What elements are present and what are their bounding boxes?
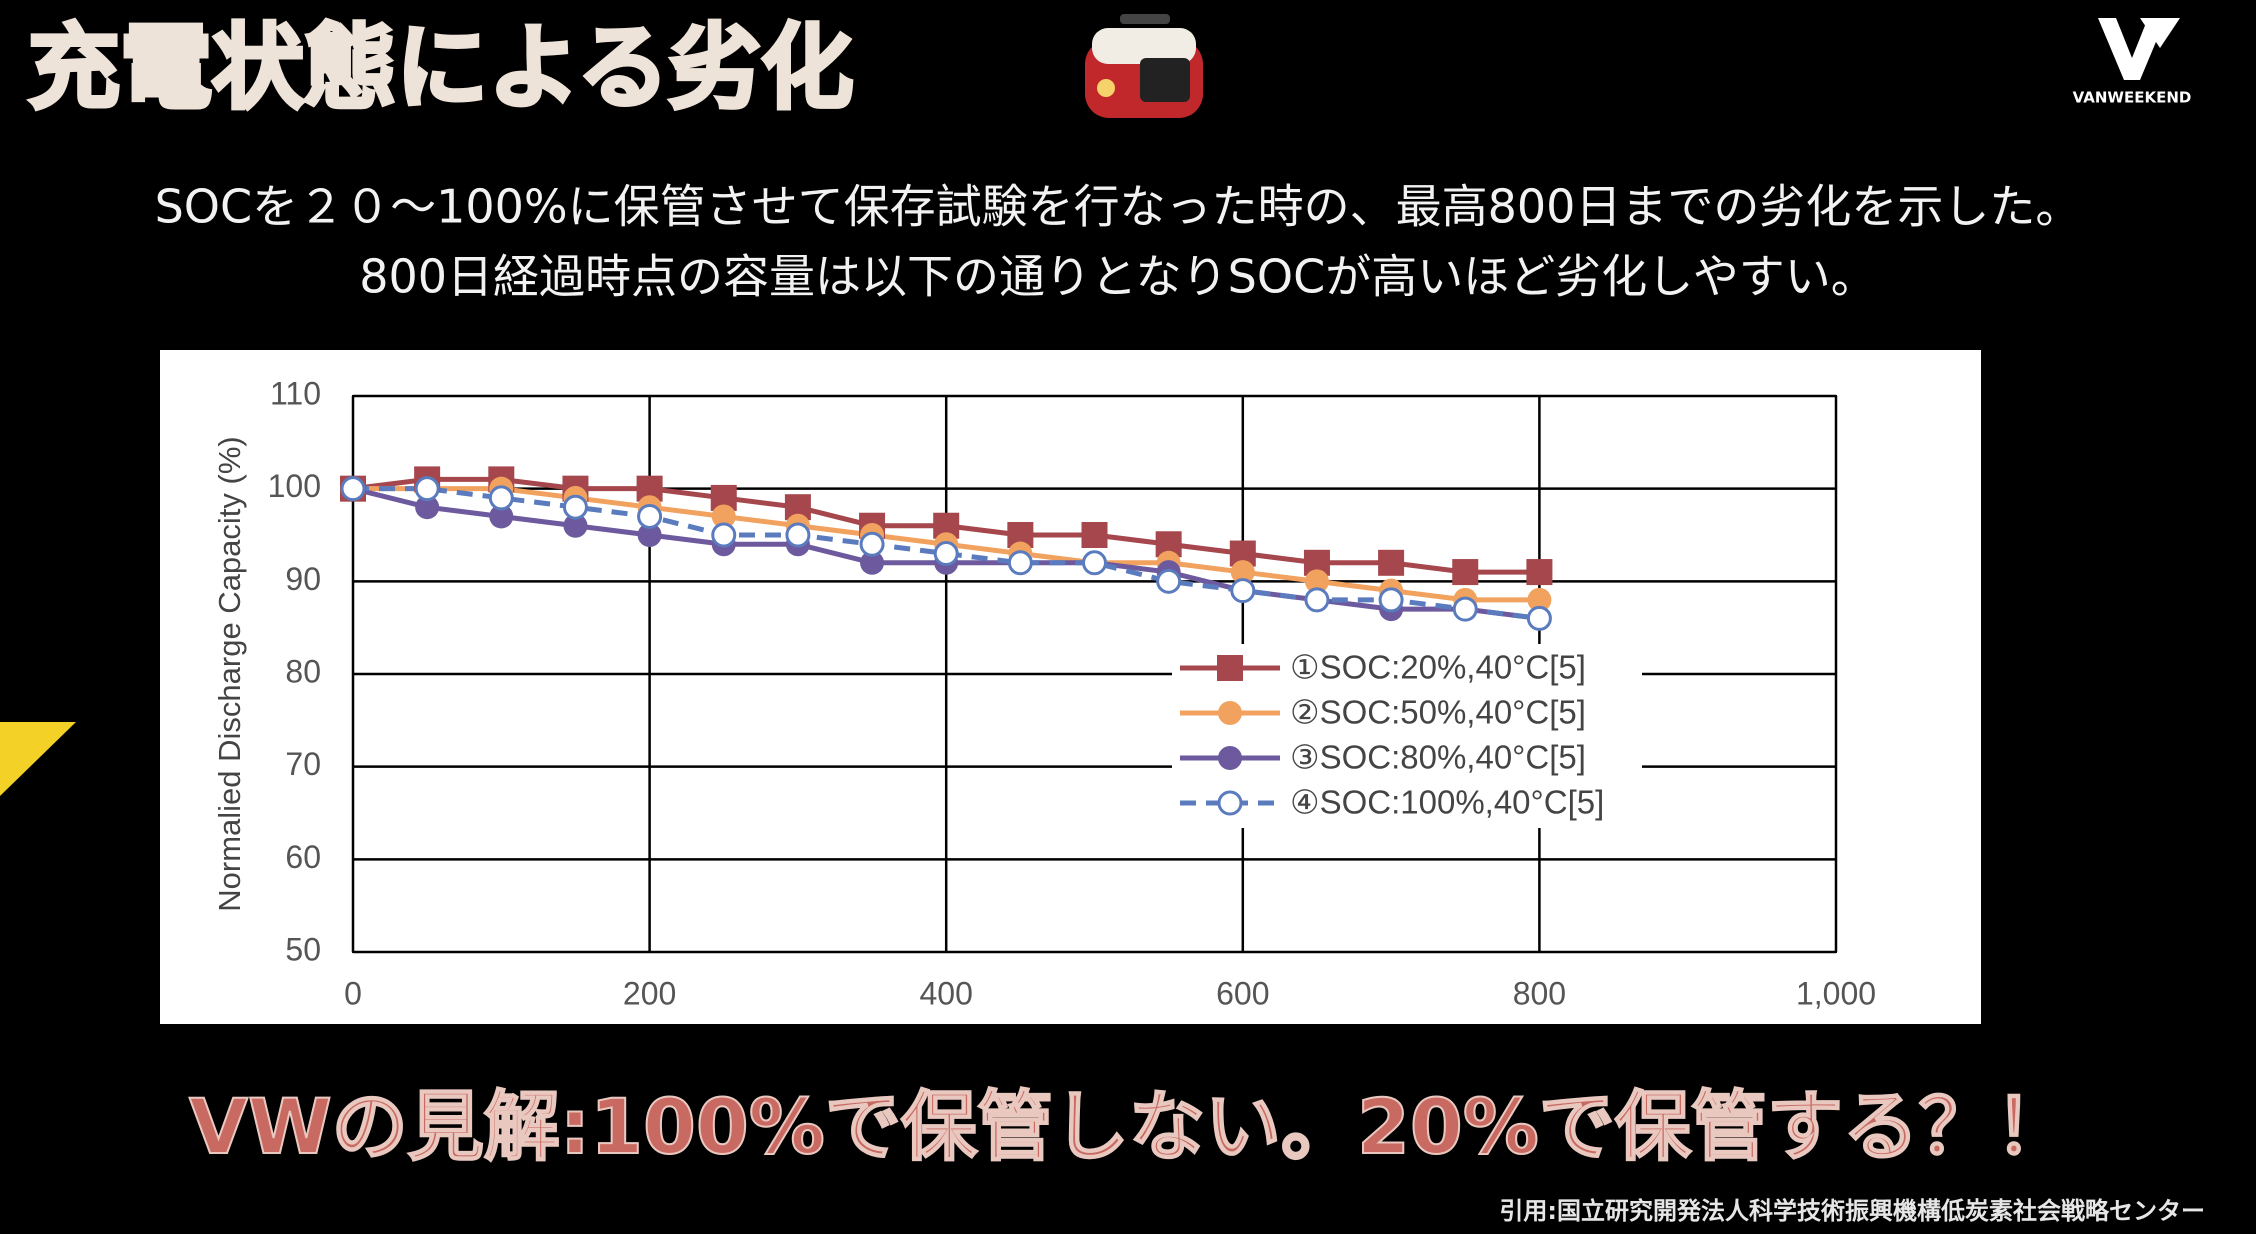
marker [1007, 550, 1033, 576]
y-tick-label: 70 [285, 746, 321, 782]
x-tick-label: 0 [344, 975, 362, 1011]
plot-border [352, 395, 1837, 953]
description-line: SOCを２０～100%に保管させて保存試験を行なった時の、最高800日までの劣化… [155, 180, 2082, 234]
marker [860, 550, 885, 575]
marker [711, 522, 737, 548]
marker [1082, 550, 1107, 576]
x-tick-label: 600 [1216, 975, 1269, 1011]
y-tick-label: 110 [270, 375, 321, 411]
legend-background [1172, 644, 1642, 828]
legend-marker [1218, 701, 1242, 725]
marker [859, 531, 885, 557]
conclusion: VWの見解:100%で保管しない。20%で保管する？！ [189, 1082, 2071, 1171]
van-icon [1085, 14, 1203, 118]
marker [340, 476, 366, 502]
y-tick-label: 50 [285, 931, 321, 967]
marker [1156, 568, 1182, 594]
x-tick-label: 200 [623, 975, 676, 1011]
marker [562, 494, 588, 520]
y-axis-label: Normalied Discharge Capacity (%) [212, 436, 247, 912]
marker [1452, 596, 1478, 622]
marker [1378, 549, 1405, 576]
legend-label: ③SOC:80%,40°C[5] [1290, 739, 1586, 776]
logo-text: VANWEEKEND [2073, 89, 2192, 107]
marker [1304, 587, 1330, 613]
marker [1081, 522, 1108, 548]
x-tick-label: 1,000 [1796, 975, 1876, 1011]
legend-marker [1217, 655, 1243, 681]
marker [933, 541, 959, 567]
slide-title: 充電状態による劣化 [28, 14, 853, 121]
marker [785, 522, 811, 548]
marker [637, 503, 663, 529]
marker [637, 523, 662, 547]
description-line: 800日経過時点の容量は以下の通りとなりSOCが高いほど劣化しやすい。 [359, 250, 1877, 304]
y-tick-label: 100 [268, 468, 321, 504]
marker [563, 513, 588, 538]
chart-panel [160, 350, 1981, 1024]
marker [1526, 559, 1553, 586]
marker [488, 485, 514, 511]
x-tick-label: 400 [920, 975, 973, 1011]
marker [1527, 587, 1552, 612]
citation: 引用:国立研究開発法人科学技術振興機構低炭素社会戦略センター [1499, 1197, 2205, 1225]
plot: 50 60 70 80 90 100 110 0 200 400 600 800 1,000 Normal… [212, 375, 1876, 1011]
decor-triangle [0, 722, 76, 796]
y-tick-label: 80 [285, 653, 321, 689]
marker [1304, 569, 1329, 594]
legend-label: ④SOC:100%,40°C[5] [1290, 784, 1604, 821]
x-tick-label: 800 [1513, 975, 1566, 1011]
legend-marker [1217, 790, 1243, 816]
marker [1378, 587, 1404, 613]
marker [711, 504, 736, 529]
marker [415, 495, 440, 520]
y-tick-label: 60 [285, 839, 321, 875]
marker [489, 504, 514, 529]
marker [1452, 559, 1479, 586]
marker [1230, 578, 1256, 604]
y-tick-label: 90 [285, 561, 321, 597]
logo: VANWEEKEND [2073, 18, 2192, 107]
marker [1526, 605, 1552, 631]
legend-label: ②SOC:50%,40°C[5] [1290, 694, 1586, 731]
legend-label: ①SOC:20%,40°C[5] [1290, 649, 1586, 686]
marker [414, 476, 440, 502]
marker [1230, 560, 1255, 585]
legend-marker [1218, 746, 1242, 770]
